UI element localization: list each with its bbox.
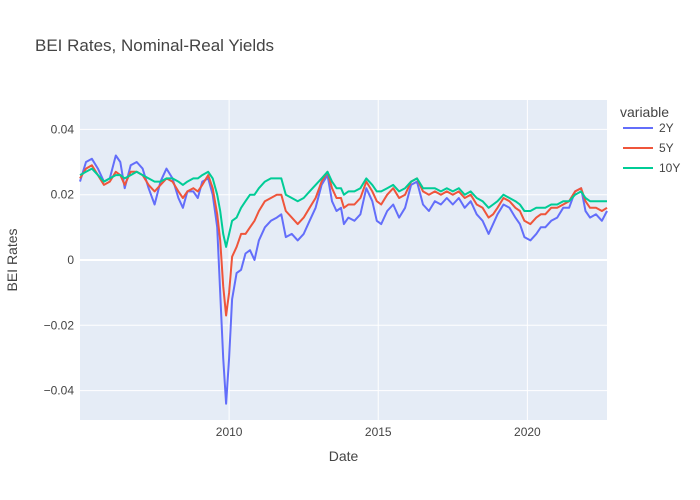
x-axis-title: Date — [329, 448, 359, 464]
y-tick-label: 0.02 — [51, 188, 75, 202]
legend-label[interactable]: 5Y — [659, 141, 674, 155]
legend-label[interactable]: 10Y — [659, 161, 680, 175]
x-axis-ticks: 2010 2015 2020 — [216, 425, 541, 439]
series-line-10y — [79, 167, 607, 248]
legend-title: variable — [620, 104, 669, 120]
series-lines — [79, 154, 608, 405]
y-tick-label: −0.02 — [44, 318, 75, 332]
y-gridlines — [80, 128, 607, 392]
x-tick-label: 2020 — [514, 425, 541, 439]
legend-label[interactable]: 2Y — [659, 121, 674, 135]
x-tick-label: 2015 — [365, 425, 392, 439]
y-tick-label: 0 — [67, 253, 74, 267]
series-line-5y — [79, 164, 608, 317]
legend: variable 2Y 5Y 10Y — [620, 104, 680, 175]
chart-title: BEI Rates, Nominal-Real Yields — [35, 36, 274, 55]
x-tick-label: 2010 — [216, 425, 243, 439]
y-axis-ticks: −0.04 −0.02 0 0.02 0.04 — [44, 122, 75, 397]
y-tick-label: −0.04 — [44, 384, 75, 398]
y-tick-label: 0.04 — [51, 122, 75, 136]
y-axis-title: BEI Rates — [4, 228, 20, 291]
